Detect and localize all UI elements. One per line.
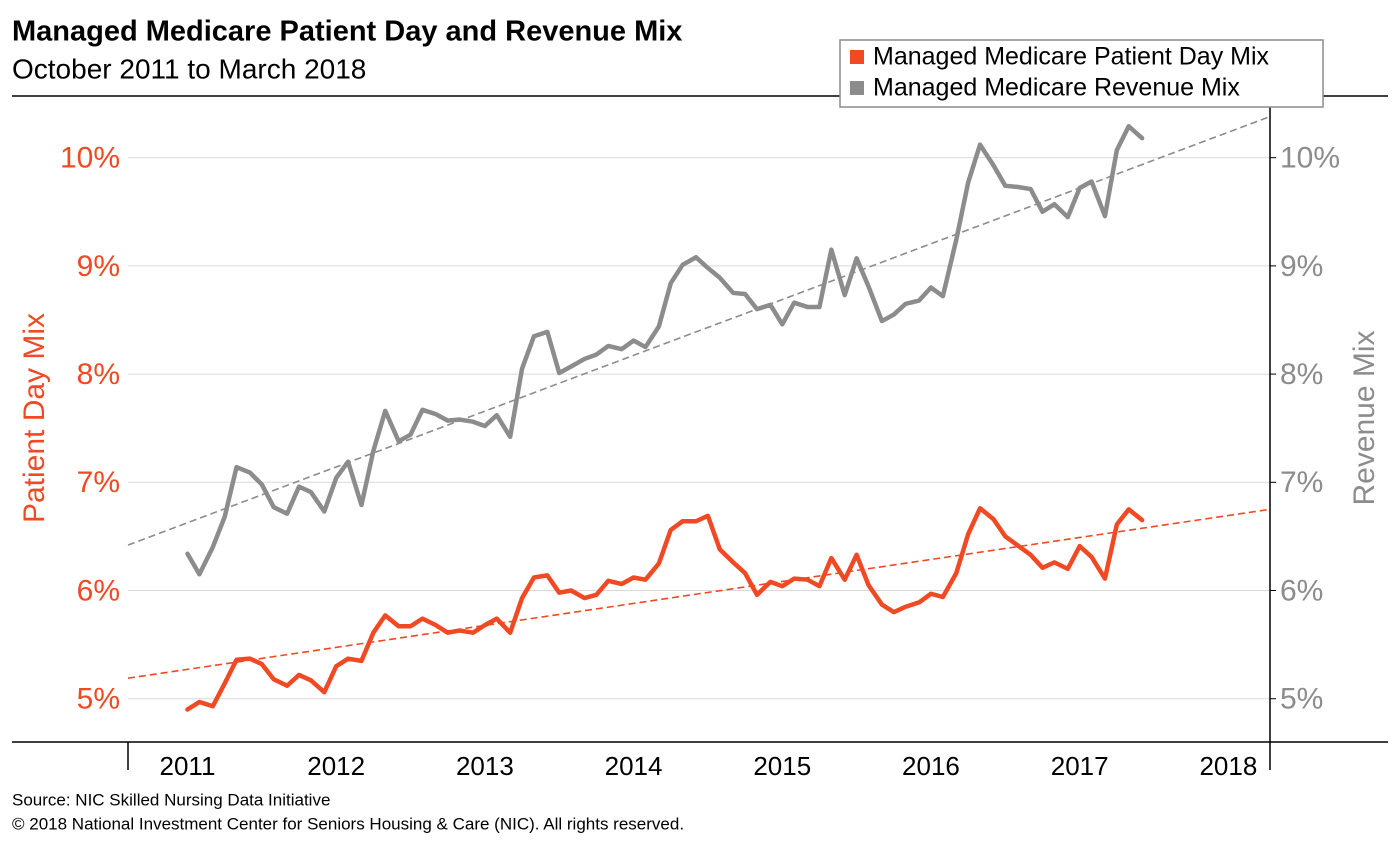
x-tick-label: 2015	[753, 751, 811, 781]
legend-label: Managed Medicare Patient Day Mix	[873, 43, 1270, 71]
legend-box	[839, 39, 1324, 108]
y2-tick-label: 5%	[1280, 683, 1323, 716]
y2-axis-label: Revenue Mix	[1348, 330, 1381, 505]
x-tick-label: 2014	[605, 751, 663, 781]
legend-swatch	[850, 81, 864, 95]
y2-tick-label: 7%	[1280, 466, 1323, 499]
source-note: Source: NIC Skilled Nursing Data Initiat…	[12, 790, 330, 809]
trend-line	[127, 508, 1271, 679]
y-tick-label: 9%	[77, 250, 120, 283]
y2-tick-label: 9%	[1280, 250, 1323, 283]
x-tick-label: 2017	[1051, 751, 1109, 781]
x-tick-label: 2013	[456, 751, 514, 781]
y-tick-label: 7%	[77, 466, 120, 499]
copyright-note: © 2018 National Investment Center for Se…	[12, 814, 684, 833]
y2-tick-label: 6%	[1280, 574, 1323, 607]
series-line	[185, 124, 1145, 577]
legend: Managed Medicare Patient Day Mix Managed …	[839, 39, 1324, 108]
y2-tick-label: 8%	[1280, 358, 1323, 391]
y-tick-label: 5%	[77, 683, 120, 716]
y-tick-label: 6%	[77, 574, 120, 607]
x-tick-label: 2018	[1199, 751, 1257, 781]
x-tick-label: 2016	[902, 751, 960, 781]
y-tick-label: 8%	[77, 358, 120, 391]
chart-subtitle: October 2011 to March 2018	[12, 53, 366, 84]
legend-label: Managed Medicare Revenue Mix	[873, 74, 1240, 102]
chart-title: Managed Medicare Patient Day and Revenue…	[12, 16, 682, 48]
y2-tick-label: 10%	[1280, 142, 1340, 175]
plot-area	[127, 115, 1271, 712]
x-tick-label: 2012	[307, 751, 365, 781]
y-tick-label: 10%	[60, 142, 120, 175]
series-line	[185, 506, 1145, 712]
y-axis-label: Patient Day Mix	[18, 313, 51, 523]
legend-swatch	[850, 50, 864, 64]
x-tick-label: 2011	[160, 751, 216, 781]
grid: 5% 6% 7% 8% 9% 10% 5% 6% 7% 8% 9% 10% 2011 2012 2013 20…	[60, 142, 1340, 781]
